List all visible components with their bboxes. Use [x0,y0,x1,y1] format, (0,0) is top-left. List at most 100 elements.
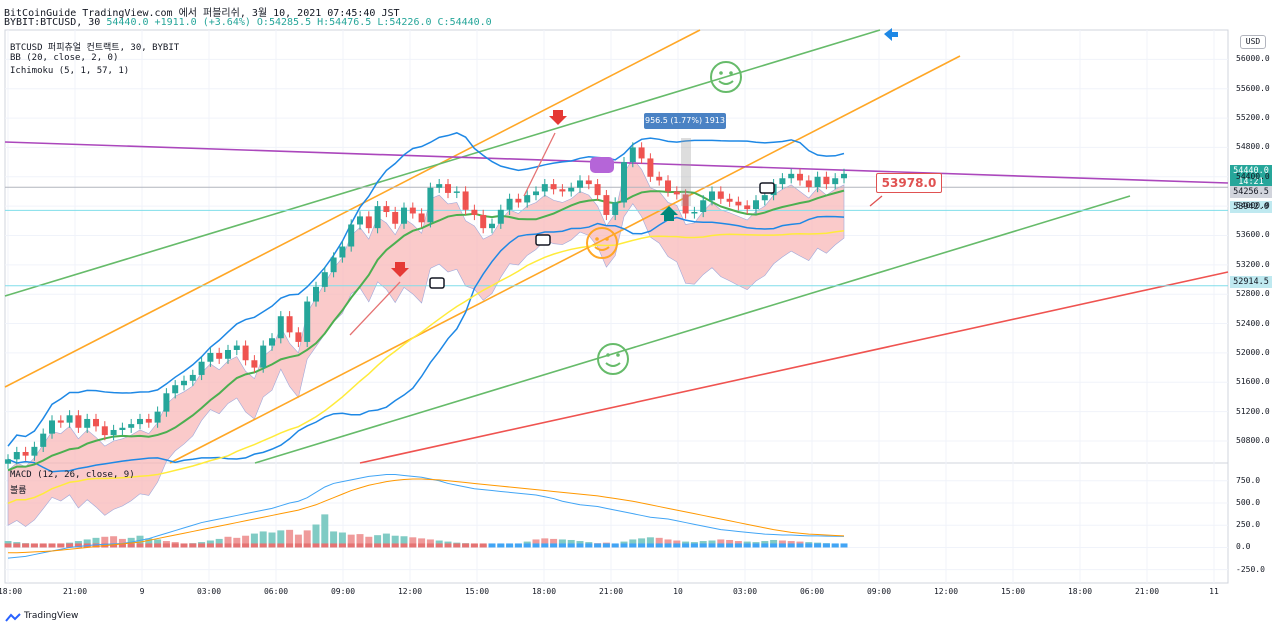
candle [31,446,38,456]
candle [269,338,275,346]
macd-hist-bar [215,543,223,548]
macd-hist-bar [629,543,637,548]
macd-hist-bar [22,543,30,548]
candle [13,451,20,460]
macd-hist-bar [523,543,531,548]
macd-hist-bar [198,543,206,548]
macd-hist-bar [39,543,47,548]
currency-button[interactable]: USD [1240,35,1266,49]
time-tick: 18:00 [531,587,557,596]
smiley-icon-2-eye [616,353,620,357]
neutral-face-icon [586,227,618,259]
volume-bar [286,529,294,548]
volume-bar [382,533,390,548]
smiley-icon-2-mouth [605,362,621,367]
macd-hist-bar [312,543,320,548]
macd-hist-bar [796,543,804,548]
candle [779,178,786,185]
macd-hist-bar [699,543,707,548]
candle [585,180,592,185]
macd-hist-bar [110,543,118,548]
candle [57,420,64,423]
candle [128,424,135,428]
macd-hist-bar [66,543,74,548]
macd-hist-bar [506,543,514,548]
candle [445,184,451,193]
candle [154,411,161,423]
macd-hist-bar [787,543,795,548]
candle [119,427,126,430]
macd-hist-bar [162,543,170,548]
publish-info: BitCoinGuide TradingView.com 에서 퍼블리쉬, 3월… [4,8,400,19]
macd-hist-bar [13,543,21,548]
neutral-face-icon-eye [605,237,609,241]
time-tick: 03:00 [732,587,758,596]
volume-bar [338,532,346,548]
candle [427,187,434,223]
level-box-1: 54256.5 [1230,186,1272,198]
macd-line [7,474,845,559]
candle [233,345,240,350]
candle [339,246,346,258]
time-tick: 09:00 [866,587,892,596]
measure-label: 956.5 (1.77%) 1913 [644,113,726,129]
pointing-hand-icon [759,182,775,194]
volume-bar [268,532,276,548]
candle [480,214,487,229]
candle [383,206,390,213]
macd-tick: -250.0 [1236,564,1265,574]
macd-hist-bar [400,543,408,548]
macd-hist-bar [726,543,734,548]
macd-hist-bar [497,543,505,548]
candle [49,420,55,434]
volume-bar [321,514,329,548]
volume-bar [312,524,320,548]
candle [682,194,689,214]
macd-hist-bar [734,543,742,548]
candle [374,206,381,229]
price-tick: 52000.0 [1236,347,1270,357]
candle [365,216,372,229]
time-tick: 11 [1209,587,1219,596]
candle [471,209,478,215]
macd-hist-bar [717,543,725,548]
price-tick: 54800.0 [1236,142,1270,152]
indicator-lines [7,132,845,505]
trendline-0 [4,29,701,388]
macd-hist-bar [479,543,487,548]
macd-hist-bar [550,543,558,548]
macd-hist-bar [752,543,760,548]
price-tick: 52800.0 [1236,289,1270,299]
price-tick: 54400.0 [1236,171,1270,181]
volume-bar [224,536,232,548]
macd-hist-bar [321,543,329,548]
candle [753,200,759,210]
candle [84,418,91,428]
candle [66,415,73,423]
macd-hist-bar [594,543,602,548]
candle [251,360,258,368]
macd-hist-bar [708,543,716,548]
kijun-line [7,189,845,472]
candle [436,184,443,188]
volume-bar [550,538,558,548]
candle [392,212,399,224]
macd-hist-bar [268,543,276,548]
volume-bar [365,536,373,548]
trendline-5 [4,141,1229,184]
time-tick: 21:00 [62,587,88,596]
candle [647,158,654,177]
smiley-icon [710,61,742,93]
macd-hist-bar [224,543,232,548]
price-annotation[interactable]: 53978.0 [876,173,942,193]
candle [145,418,152,423]
candle [805,180,812,188]
candle [700,200,707,213]
time-tick: 12:00 [397,587,423,596]
drawing-marks [349,28,898,375]
volume-bar [646,537,654,548]
macd-hist-bar [453,543,461,548]
volume-bar [303,530,311,548]
candle [788,173,795,179]
